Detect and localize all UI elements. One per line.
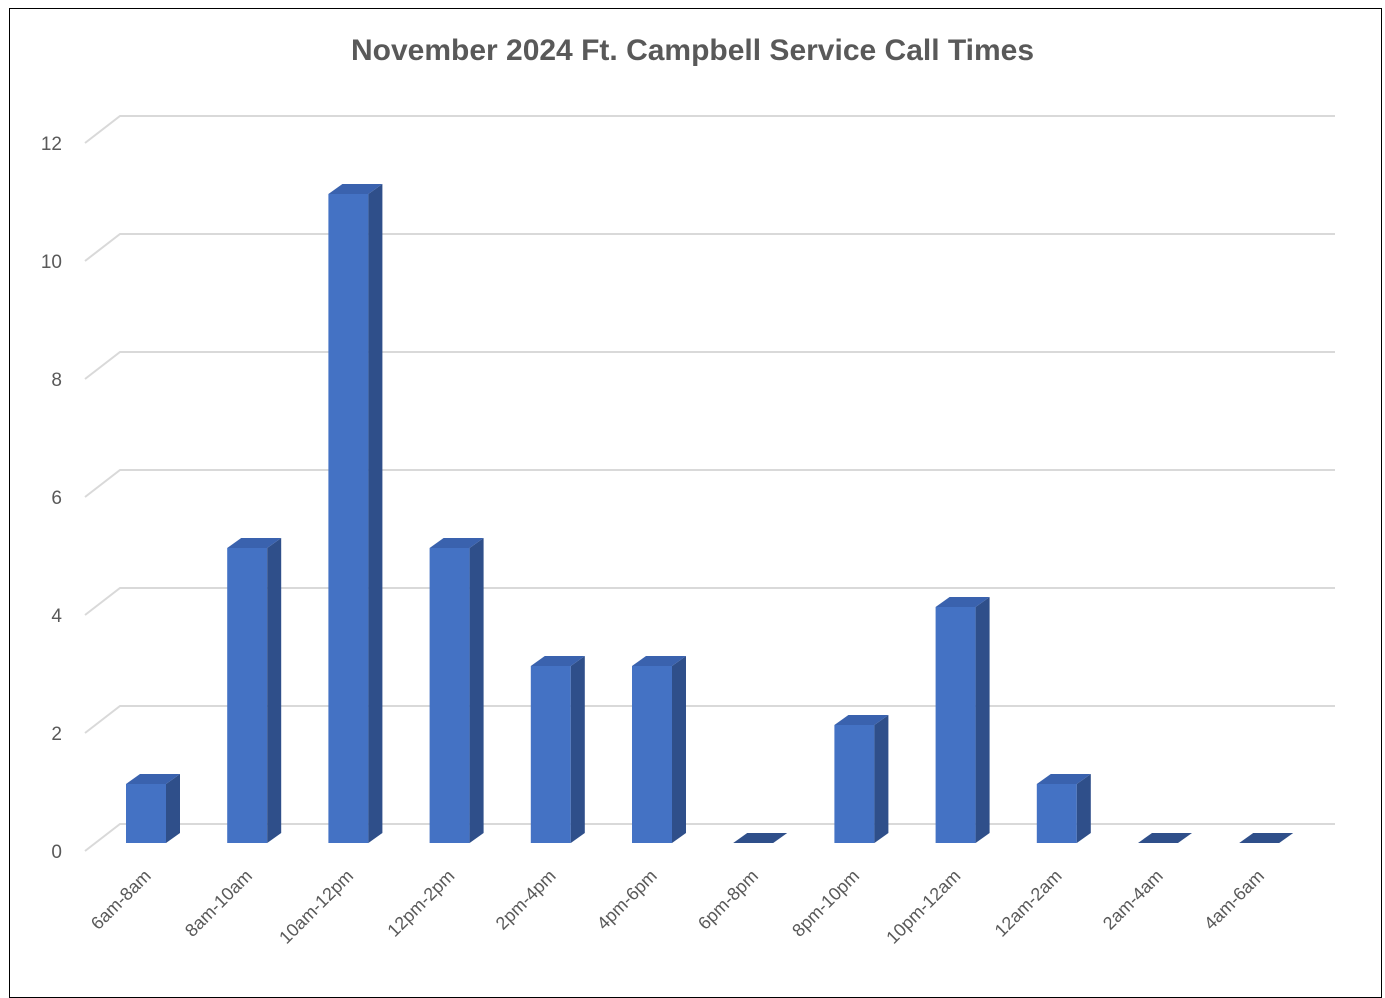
bar — [328, 184, 383, 843]
x-tick-label: 4am-6am — [1200, 866, 1268, 934]
x-tick-label: 12am-2am — [991, 866, 1066, 941]
bar-front — [1036, 784, 1077, 843]
bar-top — [632, 656, 686, 666]
bar-front — [935, 607, 976, 843]
gridline — [84, 115, 1335, 144]
x-tick-label: 6pm-8pm — [694, 866, 762, 934]
x-tick-label: 12pm-2pm — [383, 866, 458, 941]
bar — [834, 715, 889, 843]
x-tick-label: 4pm-6pm — [593, 866, 661, 934]
y-tick-label: 0 — [51, 842, 62, 863]
gridline — [84, 233, 1335, 262]
bar-side — [1076, 774, 1091, 843]
bar-top — [328, 184, 383, 194]
bar — [530, 656, 585, 843]
bar-front — [632, 666, 672, 843]
bar — [126, 774, 180, 843]
gridline — [84, 587, 1335, 616]
bar-side — [874, 715, 889, 843]
bar-side — [672, 656, 686, 843]
bar — [632, 656, 686, 843]
bar-side — [368, 184, 383, 843]
chart-title: November 2024 Ft. Campbell Service Call … — [350, 34, 1035, 67]
bar-top — [935, 597, 990, 607]
bar-side — [267, 538, 282, 843]
y-axis-ticks: 0 2 4 6 8 10 12 — [41, 134, 63, 863]
x-tick-label: 10pm-12am — [882, 866, 964, 948]
x-tick-label: 2pm-4pm — [492, 866, 560, 934]
bar-top — [834, 715, 889, 725]
bar — [1239, 833, 1294, 843]
bars — [126, 184, 1294, 843]
bar — [429, 538, 484, 843]
bar — [935, 597, 990, 843]
bar-top — [227, 538, 282, 548]
bar-front — [126, 784, 166, 843]
bar-front — [530, 666, 571, 843]
x-tick-label: 8am-10am — [181, 866, 256, 941]
x-tick-label: 8pm-10pm — [788, 866, 863, 941]
bar — [1036, 774, 1091, 843]
bar — [227, 538, 282, 843]
x-axis-labels: 6am-8am 8am-10am 10am-12pm 12pm-2pm 2pm-4pm 4… — [87, 866, 1268, 948]
x-tick-label: 2am-4am — [1099, 866, 1167, 934]
bar-top — [733, 833, 788, 843]
bar-front — [429, 548, 470, 843]
y-tick-label: 4 — [51, 606, 62, 627]
y-tick-label: 12 — [41, 134, 62, 155]
bar-top — [1239, 833, 1294, 843]
y-tick-label: 10 — [41, 252, 62, 273]
bar-front — [834, 725, 875, 843]
bar-side — [469, 538, 484, 843]
bar-side — [166, 774, 180, 843]
bar — [733, 833, 788, 843]
y-tick-label: 6 — [51, 488, 62, 509]
bar-top — [1138, 833, 1192, 843]
bar-side — [975, 597, 990, 843]
gridline — [84, 705, 1335, 734]
bar-top — [429, 538, 484, 548]
x-tick-label: 10am-12pm — [275, 866, 357, 948]
bar-top — [1036, 774, 1091, 784]
gridlines — [84, 115, 1335, 852]
gridline — [84, 823, 1335, 852]
bar — [1138, 833, 1192, 843]
gridline — [84, 469, 1335, 498]
x-tick-label: 6am-8am — [87, 866, 155, 934]
bar-front — [328, 194, 369, 843]
bar-side — [570, 656, 585, 843]
y-tick-label: 2 — [51, 724, 62, 745]
gridline — [84, 351, 1335, 380]
bar-top — [126, 774, 180, 784]
bar-front — [227, 548, 268, 843]
bar-top — [530, 656, 585, 666]
y-tick-label: 8 — [51, 370, 62, 391]
